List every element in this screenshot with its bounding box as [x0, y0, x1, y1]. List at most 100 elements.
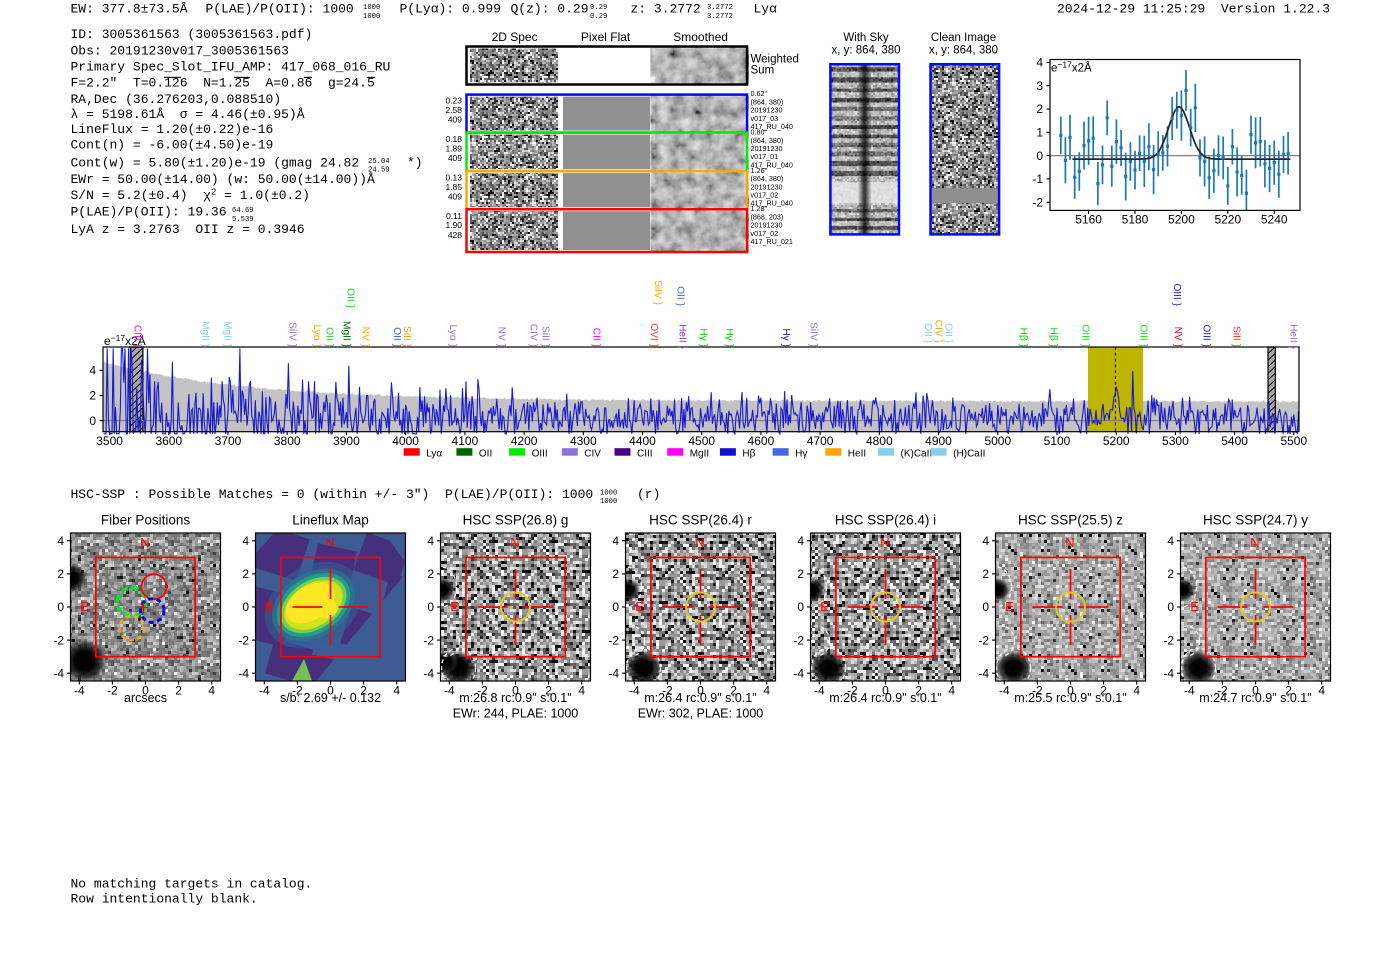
svg-text:OII }: OII }: [324, 327, 335, 347]
svg-text:OIII }: OIII }: [1201, 324, 1212, 347]
svg-text:CII }: CII }: [590, 328, 601, 348]
svg-text:E: E: [635, 599, 644, 614]
svg-text:*): *): [407, 155, 423, 170]
svg-text:Weighted: Weighted: [751, 53, 799, 65]
svg-text:Lyα: Lyα: [754, 2, 778, 17]
svg-text:CIV }: CIV }: [933, 320, 944, 344]
svg-text:Obs: 20191230v017_3005361563: Obs: 20191230v017_3005361563: [71, 43, 289, 58]
svg-text:-4: -4: [53, 666, 64, 680]
svg-text:4300: 4300: [570, 434, 597, 448]
svg-text:0: 0: [242, 600, 249, 614]
svg-text:-2: -2: [477, 683, 488, 697]
svg-text:Sum: Sum: [751, 65, 775, 77]
svg-text:x, y: 864, 380: x, y: 864, 380: [929, 45, 998, 57]
svg-text:2.58: 2.58: [445, 105, 462, 115]
svg-text:4: 4: [612, 534, 619, 548]
svg-text:Fiber Positions: Fiber Positions: [101, 513, 191, 528]
svg-text:4100: 4100: [452, 434, 479, 448]
svg-text:s/b: 2.69 +/- 0.132: s/b: 2.69 +/- 0.132: [280, 691, 381, 705]
svg-text:N: N: [880, 535, 889, 550]
svg-text:N: N: [510, 535, 519, 550]
svg-text:-4: -4: [608, 666, 619, 680]
svg-text:SiII }: SiII }: [1230, 326, 1241, 348]
svg-text:N: N: [140, 535, 149, 550]
svg-text:OII: OII: [479, 449, 492, 460]
svg-text:20191230: 20191230: [751, 182, 783, 191]
svg-text:v017_02: v017_02: [751, 229, 779, 238]
svg-text:(864, 380): (864, 380): [751, 136, 784, 145]
svg-text:Lyα }: Lyα }: [311, 324, 322, 347]
svg-text:2: 2: [57, 567, 64, 581]
svg-text:HeII }: HeII }: [1287, 324, 1298, 350]
svg-text:3800: 3800: [274, 434, 301, 448]
svg-text:417_RU_040: 417_RU_040: [751, 122, 793, 131]
svg-text:NV }: NV }: [1172, 327, 1183, 348]
svg-text:1000: 1000: [363, 4, 380, 12]
svg-text:-4: -4: [1184, 683, 1195, 697]
svg-text:-2: -2: [1217, 683, 1228, 697]
svg-text:MgII }: MgII }: [221, 321, 232, 348]
svg-text:4: 4: [578, 683, 585, 697]
svg-text:5100: 5100: [1044, 434, 1071, 448]
svg-text:arcsecs: arcsecs: [124, 691, 167, 705]
svg-text:20191230: 20191230: [751, 106, 783, 115]
svg-text:-2: -2: [608, 633, 619, 647]
svg-text:2: 2: [545, 683, 552, 697]
svg-text:0: 0: [982, 600, 989, 614]
svg-text:0: 0: [1036, 149, 1043, 163]
svg-text:4: 4: [1036, 56, 1043, 70]
svg-text:-4: -4: [444, 683, 455, 697]
svg-text:EW: 377.8±73.5Å: EW: 377.8±73.5Å: [71, 2, 188, 17]
svg-text:P(LAE)/P(OII): 19.36: P(LAE)/P(OII): 19.36: [71, 205, 227, 220]
svg-text:4: 4: [208, 683, 215, 697]
svg-text:5000: 5000: [984, 434, 1011, 448]
svg-text:2: 2: [797, 567, 804, 581]
svg-text:Lyα: Lyα: [426, 449, 442, 460]
svg-text:4600: 4600: [748, 434, 775, 448]
svg-text:4800: 4800: [866, 434, 893, 448]
svg-text:2: 2: [1285, 683, 1292, 697]
svg-text:MgII: MgII: [690, 449, 709, 460]
svg-text:417_RU_040: 417_RU_040: [751, 199, 793, 208]
svg-text:N: N: [1250, 535, 1259, 550]
svg-text:5500: 5500: [1280, 434, 1307, 448]
svg-text:20191230: 20191230: [751, 221, 783, 230]
svg-text:m:26.8 rc:0.9" s:0.1": m:26.8 rc:0.9" s:0.1": [459, 691, 571, 705]
svg-text:3500: 3500: [96, 434, 123, 448]
svg-text:-4: -4: [238, 666, 249, 680]
svg-text:v017_01: v017_01: [751, 152, 779, 161]
svg-text:3: 3: [1036, 79, 1043, 93]
svg-text:Hβ }: Hβ }: [1018, 328, 1029, 348]
svg-text:(r): (r): [637, 487, 660, 502]
svg-text:5400: 5400: [1221, 434, 1248, 448]
svg-text:-4: -4: [793, 666, 804, 680]
svg-text:-4: -4: [1163, 666, 1174, 680]
svg-text:3.2772: 3.2772: [707, 4, 733, 12]
svg-text:-2: -2: [423, 633, 434, 647]
svg-text:5180: 5180: [1122, 213, 1149, 227]
svg-text:No matching targets in catalog: No matching targets in catalog.: [71, 877, 313, 892]
svg-text:4: 4: [797, 534, 804, 548]
svg-text:-2: -2: [1032, 683, 1043, 697]
svg-text:25.04: 25.04: [368, 158, 390, 166]
svg-text:(H)CaII: (H)CaII: [953, 449, 985, 460]
svg-text:E: E: [265, 599, 274, 614]
svg-text:4: 4: [57, 534, 64, 548]
svg-text:4: 4: [427, 534, 434, 548]
svg-text:0.62": 0.62": [751, 89, 768, 98]
svg-text:5200: 5200: [1168, 213, 1195, 227]
svg-text:ID: 3005361563 (3005361563.pdf: ID: 3005361563 (3005361563.pdf): [71, 27, 313, 42]
svg-text:HSC SSP(25.5) z: HSC SSP(25.5) z: [1018, 513, 1123, 528]
svg-text:2: 2: [242, 567, 249, 581]
svg-text:MgII }: MgII }: [200, 321, 211, 348]
svg-text:5240: 5240: [1261, 213, 1288, 227]
svg-text:SiIV }: SiIV }: [807, 322, 818, 348]
svg-text:-4: -4: [259, 683, 270, 697]
svg-text:1.89: 1.89: [445, 144, 462, 154]
svg-text:-4: -4: [74, 683, 85, 697]
svg-text:MgII }: MgII }: [341, 321, 352, 348]
svg-text:Hγ: Hγ: [795, 449, 807, 460]
svg-text:-4: -4: [978, 666, 989, 680]
svg-text:λ = 5198.61Å σ = 4.46(±0.95)Å: λ = 5198.61Å σ = 4.46(±0.95)Å: [71, 107, 305, 122]
svg-text:E: E: [1005, 599, 1014, 614]
